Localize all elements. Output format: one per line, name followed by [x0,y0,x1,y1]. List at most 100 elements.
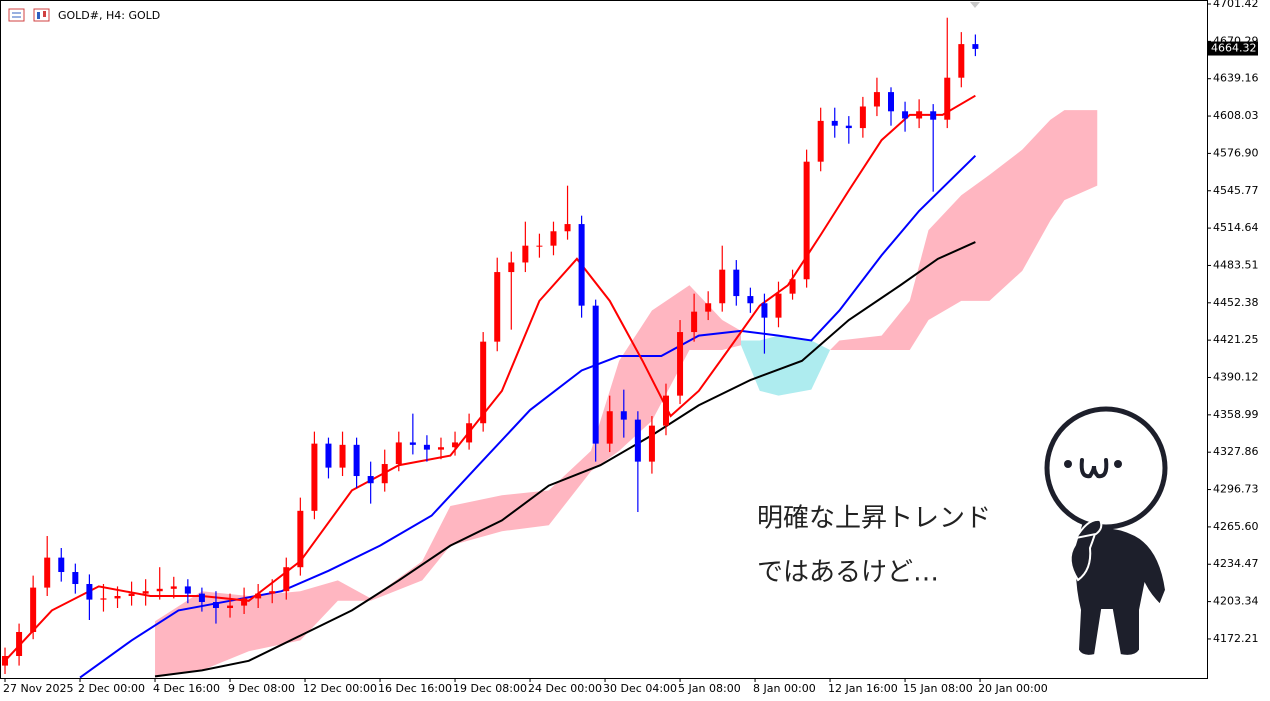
character-eye [1064,460,1072,468]
x-tick-label: 30 Dec 04:00 [603,682,677,695]
y-tick-label: 4701.42 [1213,0,1259,10]
candle-body [719,269,726,304]
icon [33,8,50,22]
candle-body [395,442,402,465]
candle-body [902,111,909,119]
candle-body [747,296,754,304]
candle-body [198,593,205,603]
y-tick-label: 4390.12 [1213,371,1259,384]
candle-body [114,596,121,599]
y-tick-label: 4608.03 [1213,109,1259,122]
candle-body [845,125,852,129]
candle-body [761,303,768,318]
candle-body [536,245,543,247]
x-tick-label: 19 Dec 08:00 [453,682,527,695]
y-tick-label: 4327.86 [1213,445,1259,458]
symbol-icons [8,8,50,22]
last-price-tag [1208,41,1258,56]
candle-body [2,655,9,666]
moving-average [154,241,976,678]
candle-body [578,224,585,306]
candle-body [887,92,894,112]
x-tick-label: 16 Dec 16:00 [378,682,452,695]
character-body [1073,526,1168,657]
candle-body [662,395,669,426]
candle-body [16,632,23,656]
candle-body [381,464,388,484]
candle-body [409,442,416,445]
x-tick-label: 8 Jan 00:00 [753,682,816,695]
candle-body [733,269,740,297]
candle-body [437,447,444,450]
candle-body [72,572,79,585]
annotation: 明確な上昇トレンド [757,504,991,534]
y-tick-label: 4639.16 [1213,72,1259,85]
candle-body [522,245,529,263]
candle-body [958,44,965,78]
candle-body [691,311,698,333]
icon [37,12,40,19]
candle-body [564,224,571,232]
character-eye [1114,460,1122,468]
candle-body [944,77,951,120]
candle-body [916,111,923,119]
x-tick-label: 12 Dec 00:00 [303,682,377,695]
x-tick-label: 20 Jan 00:00 [978,682,1048,695]
candle-body [873,92,880,107]
moving-average [79,154,977,679]
candle-body [634,419,641,462]
candle-body [677,332,684,396]
candle-body [803,161,810,280]
candle-body [648,425,655,462]
y-tick-label: 4296.73 [1213,483,1259,496]
candle-body [775,293,782,318]
candle-body [353,444,360,477]
candle-body [128,593,135,597]
x-tick-label: 24 Dec 00:00 [528,682,602,695]
candle-body [423,444,430,450]
moving-average [4,94,976,662]
candle-body [297,510,304,568]
candle-body [156,588,163,592]
candle-body [452,442,459,448]
candle-body [44,557,51,588]
candle-body [184,586,191,594]
candle-body [100,598,107,600]
last-price-label: 4664.32 [1211,42,1257,55]
candle-body [859,106,866,129]
plot-frame [0,0,1208,679]
candle-body [508,262,515,273]
candle-body [494,272,501,342]
chart-title: GOLD#, H4: GOLD [58,9,160,22]
candle-body [930,111,937,120]
x-tick-label: 27 Nov 2025 [3,682,73,695]
x-tick-label: 5 Jan 08:00 [678,682,741,695]
y-tick-label: 4576.90 [1213,146,1259,159]
candle-body [269,591,276,594]
candle-body [227,605,234,609]
candle-body [592,305,599,444]
ichimoku-cloud [155,285,741,678]
y-tick-label: 4203.34 [1213,595,1259,608]
x-tick-label: 9 Dec 08:00 [228,682,295,695]
candle-body [606,411,613,444]
candle-body [789,279,796,294]
annotation: ではあるけど… [757,558,939,588]
candle-body [972,44,979,49]
candle-body [311,443,318,511]
candle-body [86,584,93,600]
ichimoku-cloud [830,110,1098,351]
candle-body [550,231,557,246]
plot-area [2,17,1098,679]
candle-body [466,423,473,443]
y-tick-label: 4483.51 [1213,258,1259,271]
candle-body [620,411,627,420]
x-tick-label: 4 Dec 16:00 [153,682,220,695]
character [1044,406,1168,657]
candle-body [817,120,824,162]
candle-body [241,598,248,606]
candle-body [705,303,712,312]
y-tick-label: 4358.99 [1213,408,1259,421]
